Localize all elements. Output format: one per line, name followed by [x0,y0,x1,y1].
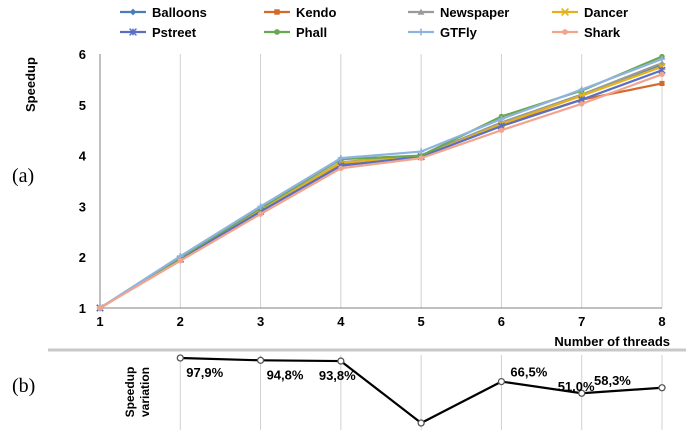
legend-label-pstreet: Pstreet [152,25,197,40]
point-gtfly-4 [337,154,345,162]
x-tick-5: 5 [418,314,425,329]
point-shark-5 [418,155,424,161]
legend-swatch-marker [129,8,137,16]
variation-point-6 [497,377,506,386]
panel-a-label: (a) [12,165,34,187]
x-tick-7: 7 [578,314,585,329]
x-tick-6: 6 [498,314,505,329]
point-gtfly-3 [257,203,264,210]
x-tick-1: 1 [96,314,103,329]
series-line-pstreet [99,69,663,309]
variation-label-6: 66,5% [510,365,547,380]
speedup-chart: Balloons Kendo Newspaper Dancer Pstreet Phall… [23,5,670,349]
point-gtfly-5 [417,148,425,155]
legend-entry-pstreet: Pstreet [120,25,197,40]
legend: Balloons Kendo Newspaper Dancer Pstreet Phall… [120,5,628,40]
series-line-phall [99,55,663,309]
legend-label-balloons: Balloons [152,5,207,20]
variation-label-8: 58,3% [594,373,631,388]
legend-label-shark: Shark [584,25,621,40]
variation-point-7 [578,389,586,397]
legend-entry-newspaper: Newspaper [408,5,509,20]
variation-point-2 [176,354,184,362]
y-tick-6: 6 [79,47,86,62]
y-axis-label: Speedup [23,57,38,112]
point-gtfly-8 [658,55,666,63]
legend-swatch-marker [417,28,425,36]
series-line-dancer [99,65,663,309]
point-shark-3 [257,211,264,217]
series-shark [97,71,665,311]
point-shark-2 [177,258,184,264]
legend-swatch-marker [129,28,137,36]
legend-swatch-marker [417,8,425,15]
legend-swatch-marker [274,29,280,35]
point-shark-4 [338,165,344,172]
y-tick-4: 4 [79,149,87,164]
variation-point-5 [417,419,425,427]
variation-point-4 [337,357,345,365]
x-tick-4: 4 [337,314,345,329]
point-shark-6 [498,127,505,133]
variation-line: 97,9%94,8%93,8%11,4%66,5%51,0%58,3% [176,354,666,431]
variation-label-4: 93,8% [319,368,356,383]
axes [99,54,662,309]
variation-label-3: 94,8% [267,367,304,382]
legend-label-phall: Phall [296,25,327,40]
y-tick-2: 2 [79,250,86,265]
panel-b-label: (b) [12,375,35,397]
variation-y-label-line2: variation [138,367,152,417]
legend-swatch-marker [274,9,280,15]
point-shark-7 [578,101,585,107]
legend-swatch-marker [562,29,568,35]
point-kendo-8 [659,80,665,87]
point-gtfly-7 [578,86,585,93]
variation-label-7: 51,0% [558,379,595,394]
legend-entry-phall: Phall [264,25,327,40]
legend-label-dancer: Dancer [584,5,628,20]
speedup-variation-chart: Speedup variation 97,9%94,8%93,8%11,4%66… [123,354,666,431]
point-shark-1 [97,305,103,311]
series-line-gtfly [99,58,663,309]
variation-point-8 [658,384,666,392]
legend-entry-dancer: Dancer [552,5,628,20]
y-tick-1: 1 [79,301,86,316]
tick-labels: 1 2 3 4 5 6 1 2 3 4 5 6 7 8 [79,47,666,329]
legend-label-gtfly: GTFly [440,25,478,40]
y-tick-5: 5 [79,98,86,113]
x-tick-2: 2 [177,314,184,329]
vertical-gridlines [179,355,663,430]
legend-entry-kendo: Kendo [264,5,337,20]
point-gtfly-6 [498,115,505,123]
vertical-gridlines [179,54,663,308]
series-line-kendo [99,82,663,309]
legend-label-kendo: Kendo [296,5,337,20]
variation-y-label-line1: Speedup [123,367,137,418]
point-shark-8 [659,71,665,78]
series-lines [96,53,666,312]
variation-label-2: 97,9% [186,365,223,380]
legend-entry-shark: Shark [552,25,621,40]
x-axis-label: Number of threads [554,334,670,349]
legend-label-newspaper: Newspaper [440,5,509,20]
series-phall [97,53,665,311]
series-line-shark [99,73,663,309]
variation-point-3 [256,356,265,364]
y-tick-3: 3 [79,199,86,214]
legend-swatch-marker [561,8,569,16]
x-tick-8: 8 [658,314,665,329]
legend-entry-gtfly: GTFly [408,25,478,40]
legend-entry-balloons: Balloons [120,5,207,20]
series-kendo [97,80,665,311]
x-tick-3: 3 [257,314,264,329]
